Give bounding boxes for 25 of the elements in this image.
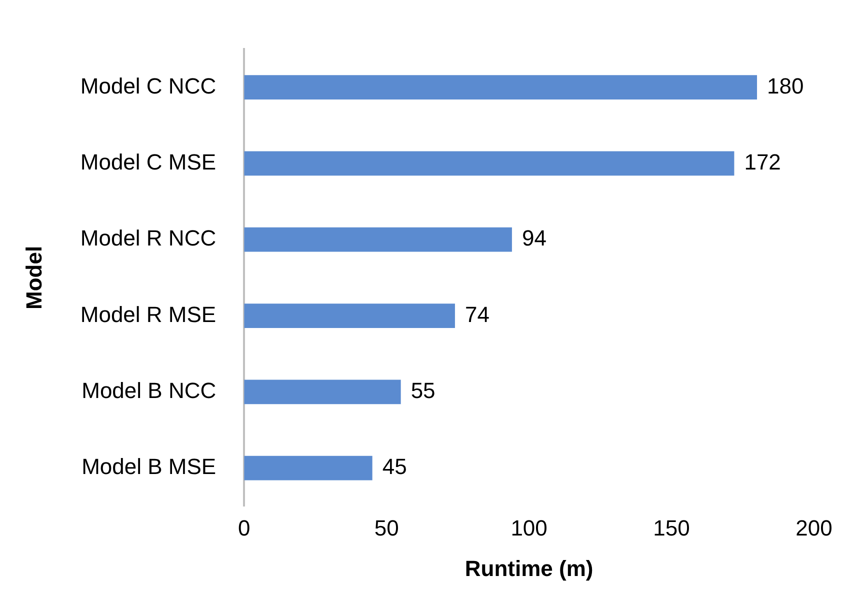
y-tick-label: Model B MSE <box>82 454 216 480</box>
y-tick-label: Model R NCC <box>80 226 216 251</box>
data-label: 45 <box>382 454 407 480</box>
x-tick-label: 150 <box>653 515 690 540</box>
bar <box>244 380 401 404</box>
y-tick-label: Model C MSE <box>80 150 216 175</box>
x-tick-label: 100 <box>510 515 548 540</box>
y-tick-label: Model R MSE <box>80 302 216 327</box>
data-label: 172 <box>744 150 781 175</box>
y-axis-title: Model <box>21 246 46 310</box>
bar <box>244 304 455 328</box>
x-tick-label: 0 <box>238 515 250 540</box>
x-axis-title: Runtime (m) <box>464 556 594 581</box>
bar <box>244 151 734 176</box>
data-label: 180 <box>767 73 804 98</box>
data-label: 55 <box>410 378 436 404</box>
bar <box>244 227 512 252</box>
x-tick-label: 50 <box>374 515 399 540</box>
y-tick-label: Model C NCC <box>80 73 216 98</box>
x-tick-label: 200 <box>796 515 832 540</box>
y-tick-label: Model B NCC <box>82 378 216 404</box>
bar <box>244 456 372 480</box>
bar <box>244 75 758 100</box>
data-label: 94 <box>522 226 546 251</box>
data-label: 74 <box>464 302 490 327</box>
